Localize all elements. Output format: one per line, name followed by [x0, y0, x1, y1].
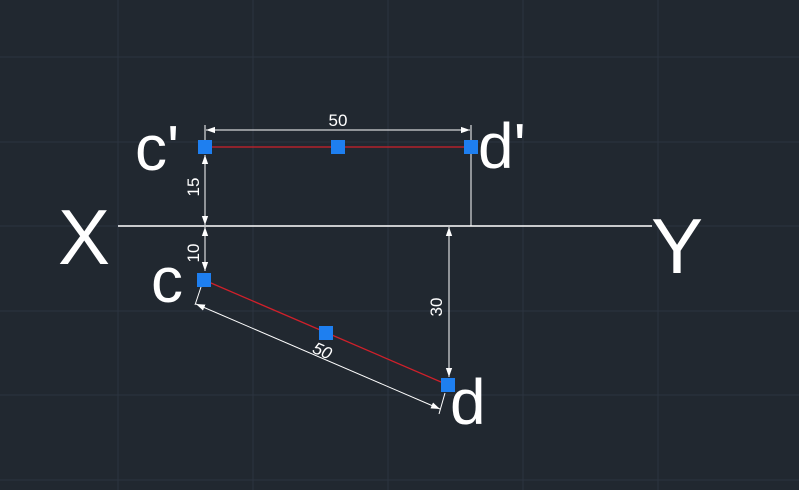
extension-line-true-length-c [194, 286, 202, 306]
point-label-c-prime: c' [135, 112, 179, 184]
dimension-line-true-length[interactable] [195, 303, 441, 410]
dimension-text-top-length: 50 [329, 111, 348, 130]
grip-front-midpoint[interactable] [331, 140, 345, 154]
dimension-text-true-length: 50 [310, 338, 335, 363]
grip-d-endpoint[interactable] [441, 378, 455, 392]
axis-label-y: Y [651, 202, 703, 290]
dimension-text-c-prime-height: 15 [184, 178, 203, 197]
point-label-d: d [450, 366, 486, 438]
extension-line-true-length-d [438, 392, 446, 415]
axis-label-x: X [58, 193, 110, 281]
grip-c-endpoint[interactable] [197, 273, 211, 287]
grip-top-midpoint[interactable] [319, 326, 333, 340]
dimension-text-d-depth: 30 [427, 298, 446, 317]
dimension-text-c-depth: 10 [184, 244, 203, 263]
grip-c-prime-endpoint[interactable] [198, 140, 212, 154]
point-label-d-prime: d' [478, 110, 526, 182]
grip-d-prime-endpoint[interactable] [464, 140, 478, 154]
point-label-c: c [151, 244, 183, 316]
